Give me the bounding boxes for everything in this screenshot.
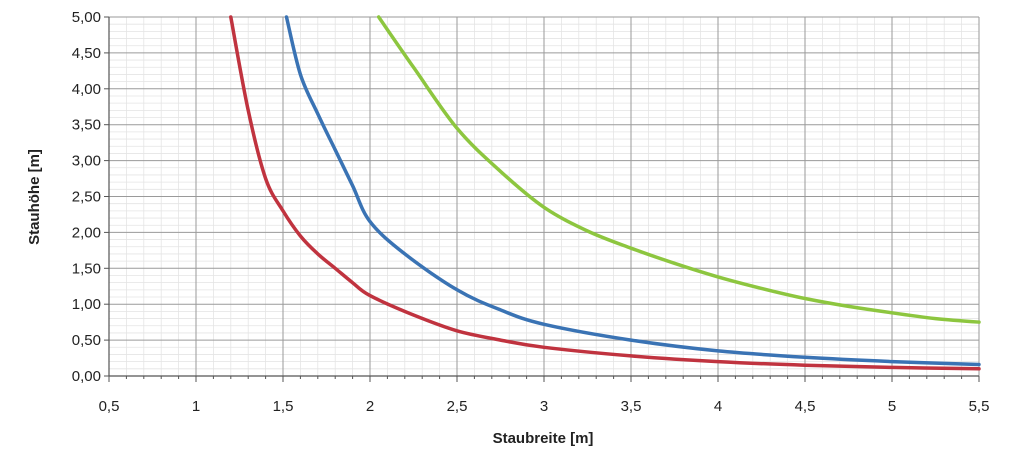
y-tick-labels: 0,00 0,50 1,00 1,50 2,00 2,50 3,00 3,50 4,00 4,50… [72, 9, 101, 385]
x-axis-title: Staubreite [m] [493, 430, 594, 447]
x-tick-label: 3,5 [621, 398, 642, 415]
x-tick-labels: 0,5 1 1,5 2 2,5 3 3,5 4 4,5 5 5,5 [99, 398, 990, 415]
y-tick-label: 5,00 [72, 9, 101, 26]
x-tick-label: 5 [888, 398, 896, 415]
series-line-2 [284, 15, 981, 367]
y-tick-label: 4,50 [72, 45, 101, 62]
y-tick-label: 3,50 [72, 117, 101, 134]
x-tick-label: 4 [714, 398, 722, 415]
axes [104, 16, 980, 382]
y-tick-label: 2,50 [72, 189, 101, 206]
y-tick-label: 3,00 [72, 153, 101, 170]
y-tick-label: 1,50 [72, 260, 101, 277]
y-tick-label: 0,00 [72, 368, 101, 385]
y-tick-label: 0,50 [72, 332, 101, 349]
y-tick-label: 2,00 [72, 224, 101, 241]
series-lines [229, 15, 981, 371]
y-axis-title: Stauhöhe [m] [26, 149, 43, 245]
y-tick-label: 1,00 [72, 296, 101, 313]
x-tick-label: 1 [192, 398, 200, 415]
x-tick-label: 1,5 [273, 398, 294, 415]
x-tick-label: 4,5 [795, 398, 816, 415]
x-tick-label: 5,5 [969, 398, 990, 415]
x-tick-label: 3 [540, 398, 548, 415]
grid-lines [108, 16, 980, 377]
series-line-1 [229, 15, 981, 371]
series-line-3 [376, 15, 981, 324]
y-tick-label: 4,00 [72, 81, 101, 98]
x-tick-label: 2,5 [447, 398, 468, 415]
x-tick-label: 0,5 [99, 398, 120, 415]
x-tick-label: 2 [366, 398, 374, 415]
